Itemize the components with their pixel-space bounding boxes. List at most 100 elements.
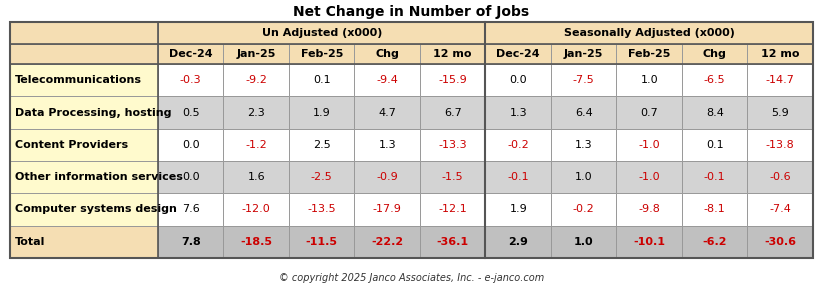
Bar — [224, 129, 289, 161]
Text: -9.2: -9.2 — [245, 75, 267, 85]
Text: Chg: Chg — [703, 49, 727, 59]
Bar — [551, 64, 616, 96]
Bar — [10, 44, 158, 64]
Bar — [682, 193, 747, 226]
Text: -15.9: -15.9 — [439, 75, 467, 85]
Bar — [747, 161, 813, 193]
Bar — [616, 161, 682, 193]
Text: Content Providers: Content Providers — [15, 140, 128, 150]
Text: Feb-25: Feb-25 — [300, 49, 343, 59]
Text: Dec-24: Dec-24 — [496, 49, 540, 59]
Text: 6.4: 6.4 — [575, 107, 593, 117]
Bar — [420, 161, 486, 193]
Text: Jan-25: Jan-25 — [236, 49, 276, 59]
Bar — [486, 129, 551, 161]
Text: 1.9: 1.9 — [509, 204, 527, 214]
Bar — [420, 44, 486, 64]
Bar — [420, 96, 486, 129]
Text: 7.8: 7.8 — [181, 237, 201, 247]
Text: -7.5: -7.5 — [573, 75, 595, 85]
Text: 1.9: 1.9 — [313, 107, 331, 117]
Bar — [682, 161, 747, 193]
Text: -0.1: -0.1 — [704, 172, 726, 182]
Text: 0.1: 0.1 — [706, 140, 723, 150]
Bar — [355, 161, 420, 193]
Text: -9.8: -9.8 — [639, 204, 660, 214]
Text: Jan-25: Jan-25 — [564, 49, 603, 59]
Bar — [289, 161, 355, 193]
Bar — [10, 64, 158, 96]
Bar — [355, 129, 420, 161]
Text: 5.9: 5.9 — [771, 107, 789, 117]
Text: 1.0: 1.0 — [574, 237, 593, 247]
Bar — [289, 96, 355, 129]
Bar — [486, 96, 551, 129]
Text: Telecommunications: Telecommunications — [15, 75, 142, 85]
Text: -13.5: -13.5 — [308, 204, 336, 214]
Text: Dec-24: Dec-24 — [169, 49, 212, 59]
Text: -0.2: -0.2 — [573, 204, 595, 214]
Bar — [289, 64, 355, 96]
Text: -0.3: -0.3 — [180, 75, 202, 85]
Bar — [682, 226, 747, 258]
Text: -6.2: -6.2 — [703, 237, 727, 247]
Text: -14.7: -14.7 — [766, 75, 795, 85]
Text: -1.0: -1.0 — [639, 172, 660, 182]
Text: 8.4: 8.4 — [706, 107, 723, 117]
Text: 0.5: 0.5 — [182, 107, 199, 117]
Bar — [616, 226, 682, 258]
Text: Seasonally Adjusted (x000): Seasonally Adjusted (x000) — [564, 28, 735, 38]
Text: Other information services: Other information services — [15, 172, 183, 182]
Text: -0.6: -0.6 — [770, 172, 791, 182]
Text: -10.1: -10.1 — [633, 237, 665, 247]
Text: -2.5: -2.5 — [311, 172, 332, 182]
Bar — [10, 193, 158, 226]
Bar — [10, 96, 158, 129]
Text: -36.1: -36.1 — [437, 237, 469, 247]
Bar — [10, 161, 158, 193]
Text: 12 mo: 12 mo — [761, 49, 799, 59]
Text: -12.1: -12.1 — [439, 204, 467, 214]
Text: Un Adjusted (x000): Un Adjusted (x000) — [262, 28, 382, 38]
Bar — [486, 193, 551, 226]
Bar — [420, 193, 486, 226]
Text: -6.5: -6.5 — [704, 75, 726, 85]
Text: -12.0: -12.0 — [242, 204, 271, 214]
Bar — [486, 161, 551, 193]
Text: -9.4: -9.4 — [376, 75, 398, 85]
Text: -0.2: -0.2 — [507, 140, 529, 150]
Text: Data Processing, hosting: Data Processing, hosting — [15, 107, 171, 117]
Bar — [10, 22, 813, 258]
Bar — [486, 22, 813, 44]
Bar — [551, 96, 616, 129]
Bar — [355, 96, 420, 129]
Bar — [616, 64, 682, 96]
Bar — [551, 193, 616, 226]
Text: 1.3: 1.3 — [509, 107, 527, 117]
Text: 1.0: 1.0 — [640, 75, 658, 85]
Bar — [616, 44, 682, 64]
Bar — [10, 226, 158, 258]
Bar — [158, 22, 486, 44]
Bar — [10, 22, 158, 44]
Text: -22.2: -22.2 — [371, 237, 403, 247]
Text: -13.3: -13.3 — [439, 140, 467, 150]
Bar — [158, 161, 224, 193]
Bar — [420, 226, 486, 258]
Bar — [747, 64, 813, 96]
Text: 2.9: 2.9 — [509, 237, 528, 247]
Text: 1.3: 1.3 — [575, 140, 593, 150]
Text: 1.0: 1.0 — [575, 172, 593, 182]
Text: Net Change in Number of Jobs: Net Change in Number of Jobs — [294, 5, 529, 19]
Text: 7.6: 7.6 — [182, 204, 200, 214]
Bar — [551, 226, 616, 258]
Text: 0.0: 0.0 — [509, 75, 527, 85]
Text: 2.5: 2.5 — [313, 140, 331, 150]
Bar — [158, 64, 224, 96]
Text: © copyright 2025 Janco Associates, Inc. - e-janco.com: © copyright 2025 Janco Associates, Inc. … — [279, 273, 544, 283]
Text: -1.0: -1.0 — [639, 140, 660, 150]
Text: 2.3: 2.3 — [248, 107, 265, 117]
Bar — [420, 64, 486, 96]
Text: -17.9: -17.9 — [373, 204, 402, 214]
Text: 1.3: 1.3 — [379, 140, 396, 150]
